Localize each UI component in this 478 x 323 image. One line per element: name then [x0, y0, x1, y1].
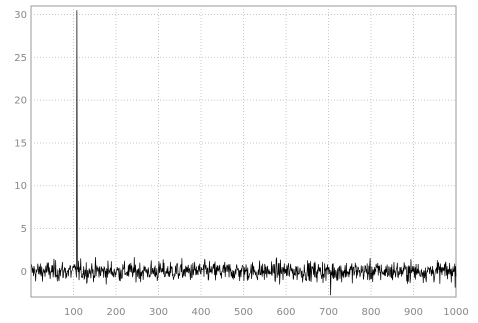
x-axis-ticks: 100 200 300 400 500 600 700 800 900 1000 — [64, 307, 469, 318]
plot-frame — [30, 5, 457, 298]
y-tick-label: 20 — [14, 96, 27, 107]
y-tick-label: 25 — [14, 53, 27, 64]
x-tick-label: 600 — [276, 307, 295, 318]
x-tick-label: 500 — [234, 307, 253, 318]
y-tick-label: 5 — [21, 224, 27, 235]
x-tick-label: 700 — [319, 307, 338, 318]
x-tick-label: 800 — [361, 307, 380, 318]
y-tick-label: 30 — [14, 10, 27, 21]
series-group — [31, 10, 457, 296]
y-tick-label: 15 — [14, 138, 27, 149]
x-tick-label: 300 — [149, 307, 168, 318]
x-tick-label: 900 — [404, 307, 423, 318]
x-tick-label: 100 — [64, 307, 83, 318]
plot-background — [30, 5, 457, 298]
series-line — [31, 10, 457, 296]
y-tick-label: 10 — [14, 181, 27, 192]
x-tick-label: 200 — [106, 307, 125, 318]
y-axis-ticks: 0 5 10 15 20 25 30 — [14, 10, 27, 278]
x-tick-label: 1000 — [443, 307, 468, 318]
y-tick-label: 0 — [21, 267, 27, 278]
x-tick-label: 400 — [191, 307, 210, 318]
